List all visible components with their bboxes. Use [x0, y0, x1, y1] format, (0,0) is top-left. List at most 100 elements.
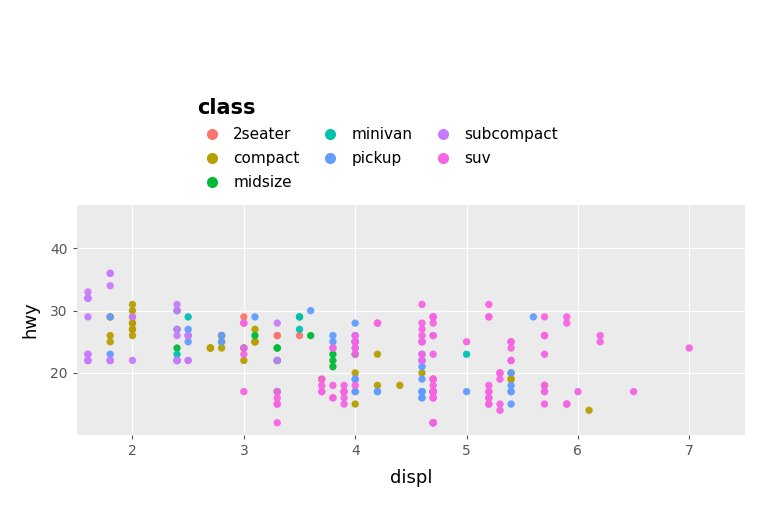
Point: [349, 338, 362, 346]
Point: [538, 331, 551, 339]
Point: [427, 394, 439, 402]
Point: [104, 282, 117, 290]
Point: [427, 419, 439, 427]
Point: [349, 388, 362, 396]
Point: [427, 419, 439, 427]
Point: [170, 325, 183, 333]
Point: [82, 356, 94, 365]
Point: [126, 301, 139, 309]
Point: [538, 313, 551, 321]
Point: [415, 338, 428, 346]
Point: [204, 344, 217, 352]
Point: [238, 344, 250, 352]
Point: [82, 294, 94, 302]
Point: [293, 313, 306, 321]
Point: [271, 394, 283, 402]
Point: [505, 369, 518, 377]
Point: [494, 369, 506, 377]
Point: [249, 338, 261, 346]
Point: [483, 394, 495, 402]
Point: [505, 400, 518, 408]
Point: [427, 313, 439, 321]
Point: [538, 331, 551, 339]
Point: [338, 388, 350, 396]
Point: [170, 344, 183, 352]
Point: [415, 369, 428, 377]
Point: [505, 356, 518, 365]
Point: [415, 338, 428, 346]
Point: [427, 350, 439, 358]
Point: [527, 313, 539, 321]
Point: [338, 388, 350, 396]
Point: [316, 388, 328, 396]
Point: [305, 307, 317, 315]
Point: [327, 381, 339, 390]
Point: [349, 344, 362, 352]
Point: [505, 388, 518, 396]
Point: [427, 388, 439, 396]
Point: [238, 319, 250, 327]
Point: [427, 419, 439, 427]
Point: [249, 313, 261, 321]
Point: [170, 301, 183, 309]
Point: [583, 406, 595, 414]
Point: [271, 388, 283, 396]
Point: [170, 356, 183, 365]
Point: [327, 394, 339, 402]
Point: [415, 325, 428, 333]
Point: [215, 344, 227, 352]
Point: [505, 375, 518, 383]
Point: [104, 313, 117, 321]
Point: [427, 388, 439, 396]
Point: [505, 381, 518, 390]
Point: [415, 394, 428, 402]
Point: [126, 319, 139, 327]
Point: [271, 344, 283, 352]
Point: [427, 388, 439, 396]
Point: [427, 375, 439, 383]
Y-axis label: hwy: hwy: [22, 302, 39, 338]
Point: [538, 350, 551, 358]
Point: [316, 388, 328, 396]
Point: [427, 388, 439, 396]
Point: [182, 313, 194, 321]
Point: [483, 301, 495, 309]
Point: [215, 338, 227, 346]
Point: [505, 344, 518, 352]
Point: [427, 388, 439, 396]
Point: [271, 388, 283, 396]
Point: [104, 269, 117, 278]
Point: [427, 331, 439, 339]
Point: [372, 319, 384, 327]
Point: [349, 350, 362, 358]
Point: [415, 331, 428, 339]
Point: [104, 356, 117, 365]
Point: [505, 375, 518, 383]
Point: [415, 301, 428, 309]
Point: [372, 388, 384, 396]
Point: [494, 406, 506, 414]
Point: [594, 331, 607, 339]
X-axis label: displ: displ: [389, 470, 432, 487]
Point: [327, 362, 339, 371]
Point: [349, 375, 362, 383]
Point: [82, 350, 94, 358]
Point: [204, 344, 217, 352]
Point: [104, 313, 117, 321]
Point: [415, 356, 428, 365]
Point: [372, 381, 384, 390]
Point: [82, 294, 94, 302]
Point: [427, 388, 439, 396]
Point: [316, 375, 328, 383]
Point: [104, 350, 117, 358]
Point: [170, 356, 183, 365]
Point: [427, 394, 439, 402]
Point: [349, 350, 362, 358]
Point: [538, 388, 551, 396]
Point: [427, 375, 439, 383]
Point: [249, 331, 261, 339]
Point: [170, 325, 183, 333]
Point: [338, 400, 350, 408]
Point: [170, 331, 183, 339]
Point: [182, 325, 194, 333]
